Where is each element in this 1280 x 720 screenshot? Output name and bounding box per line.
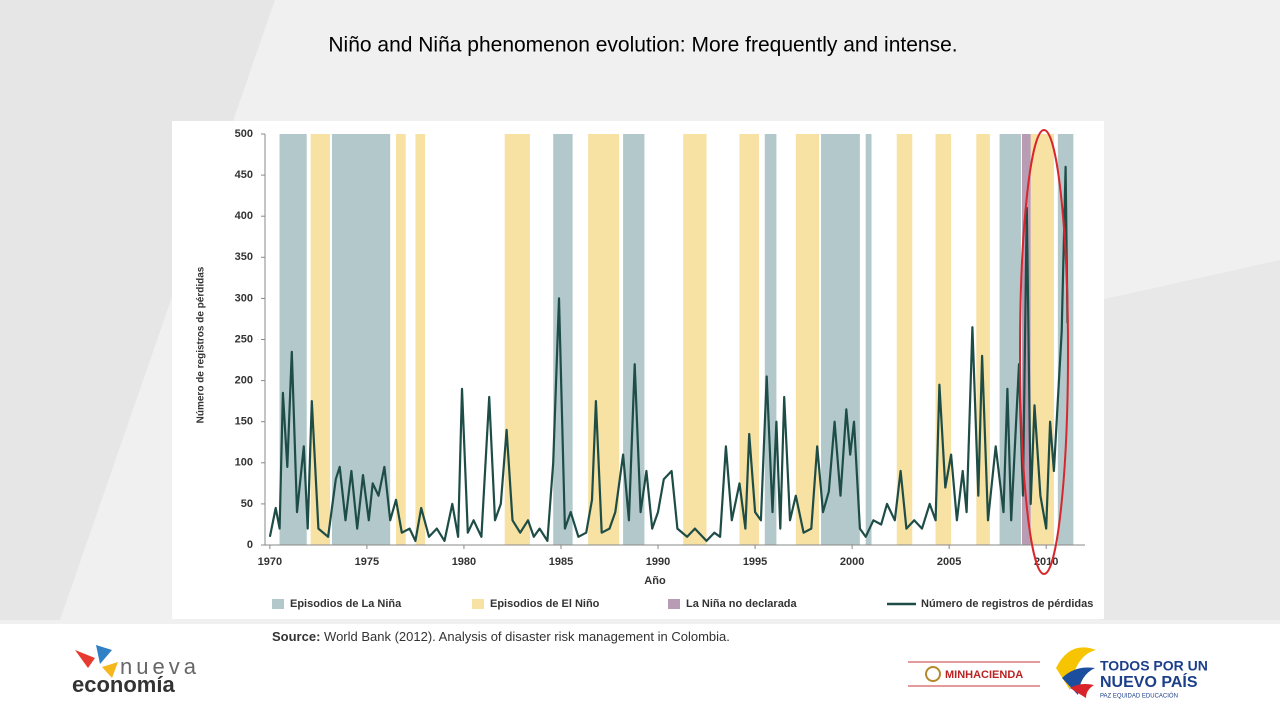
episode-band bbox=[1057, 134, 1074, 545]
series-line bbox=[268, 165, 1069, 542]
episode-band bbox=[623, 134, 645, 545]
logo-text: MINHACIENDA bbox=[945, 669, 1023, 681]
logo-todos: TODOS POR UN NUEVO PAÍS PAZ EQUIDAD EDUC… bbox=[1056, 647, 1208, 700]
episode-band bbox=[821, 134, 860, 545]
y-axis-label: Número de registros de pérdidas bbox=[196, 266, 207, 423]
x-tick-label: 1985 bbox=[549, 556, 573, 568]
x-axis-label: Año bbox=[644, 575, 666, 587]
source: Source: World Bank (2012). Analysis of d… bbox=[272, 629, 730, 644]
y-tick-label: 0 bbox=[247, 539, 253, 551]
legend-swatch bbox=[668, 599, 680, 609]
episode-band bbox=[415, 134, 426, 545]
logo-text: NUEVO PAÍS bbox=[1100, 672, 1198, 691]
episode-band bbox=[1021, 134, 1031, 545]
episode-band bbox=[310, 134, 331, 545]
episode-band bbox=[553, 134, 573, 545]
y-tick-label: 150 bbox=[235, 416, 253, 428]
episode-band bbox=[739, 134, 759, 545]
logo-shape bbox=[1070, 684, 1094, 698]
x-tick-label: 1975 bbox=[355, 556, 379, 568]
x-tick-label: 1980 bbox=[452, 556, 476, 568]
logo-shape bbox=[102, 662, 118, 678]
legend-label: La Niña no declarada bbox=[686, 598, 798, 610]
x-tick-label: 1995 bbox=[743, 556, 767, 568]
y-tick-label: 350 bbox=[235, 251, 253, 263]
x-tick-label: 1970 bbox=[258, 556, 282, 568]
legend-swatch bbox=[472, 599, 484, 609]
episode-band bbox=[683, 134, 707, 545]
episode-band bbox=[504, 134, 530, 545]
episode-band bbox=[865, 134, 872, 545]
legend-label: Número de registros de pérdidas bbox=[921, 598, 1093, 610]
source-text: World Bank (2012). Analysis of disaster … bbox=[324, 629, 730, 644]
legend-label: Episodios de El Niño bbox=[490, 598, 600, 610]
chart: 0 50 100 150 200 250 300 350 400 450 500 1970 1975 19… bbox=[196, 128, 1094, 610]
episode-band bbox=[896, 134, 913, 545]
logo-seal bbox=[925, 666, 941, 682]
logo-nueva-economia: nueva economía bbox=[72, 645, 200, 697]
episode-band bbox=[396, 134, 406, 545]
logo-text: PAZ EQUIDAD EDUCACIÓN bbox=[1100, 693, 1178, 700]
logo-minhacienda: MINHACIENDA bbox=[908, 661, 1040, 687]
x-tick-label: 2005 bbox=[937, 556, 961, 568]
logo-shape bbox=[96, 645, 112, 664]
x-tick-label: 2000 bbox=[840, 556, 864, 568]
y-tick-label: 300 bbox=[235, 292, 253, 304]
episode-band bbox=[795, 134, 820, 545]
logo-shape bbox=[75, 650, 95, 668]
logo-text: TODOS POR UN bbox=[1100, 658, 1208, 674]
y-tick-label: 100 bbox=[235, 457, 253, 469]
episode-band bbox=[1030, 134, 1054, 545]
source-label: Source: bbox=[272, 629, 320, 644]
episode-band bbox=[935, 134, 952, 545]
legend-swatch bbox=[272, 599, 284, 609]
slide-title: Niño and Niña phenomenon evolution: More… bbox=[328, 34, 957, 57]
y-tick-label: 50 bbox=[241, 498, 253, 510]
logo-text: economía bbox=[72, 672, 175, 697]
y-tick-label: 400 bbox=[235, 210, 253, 222]
logo-text: nueva bbox=[120, 654, 200, 679]
episode-band bbox=[279, 134, 307, 545]
highlight-ellipse bbox=[1019, 129, 1069, 575]
logo-shape bbox=[1062, 667, 1095, 695]
y-tick-label: 250 bbox=[235, 333, 253, 345]
legend-label: Episodios de La Niña bbox=[290, 598, 402, 610]
bg-shape bbox=[1100, 260, 1280, 620]
y-tick-label: 500 bbox=[235, 128, 253, 140]
episode-band bbox=[764, 134, 777, 545]
x-tick-label: 1990 bbox=[646, 556, 670, 568]
y-tick-label: 200 bbox=[235, 375, 253, 387]
y-tick-label: 450 bbox=[235, 169, 253, 181]
